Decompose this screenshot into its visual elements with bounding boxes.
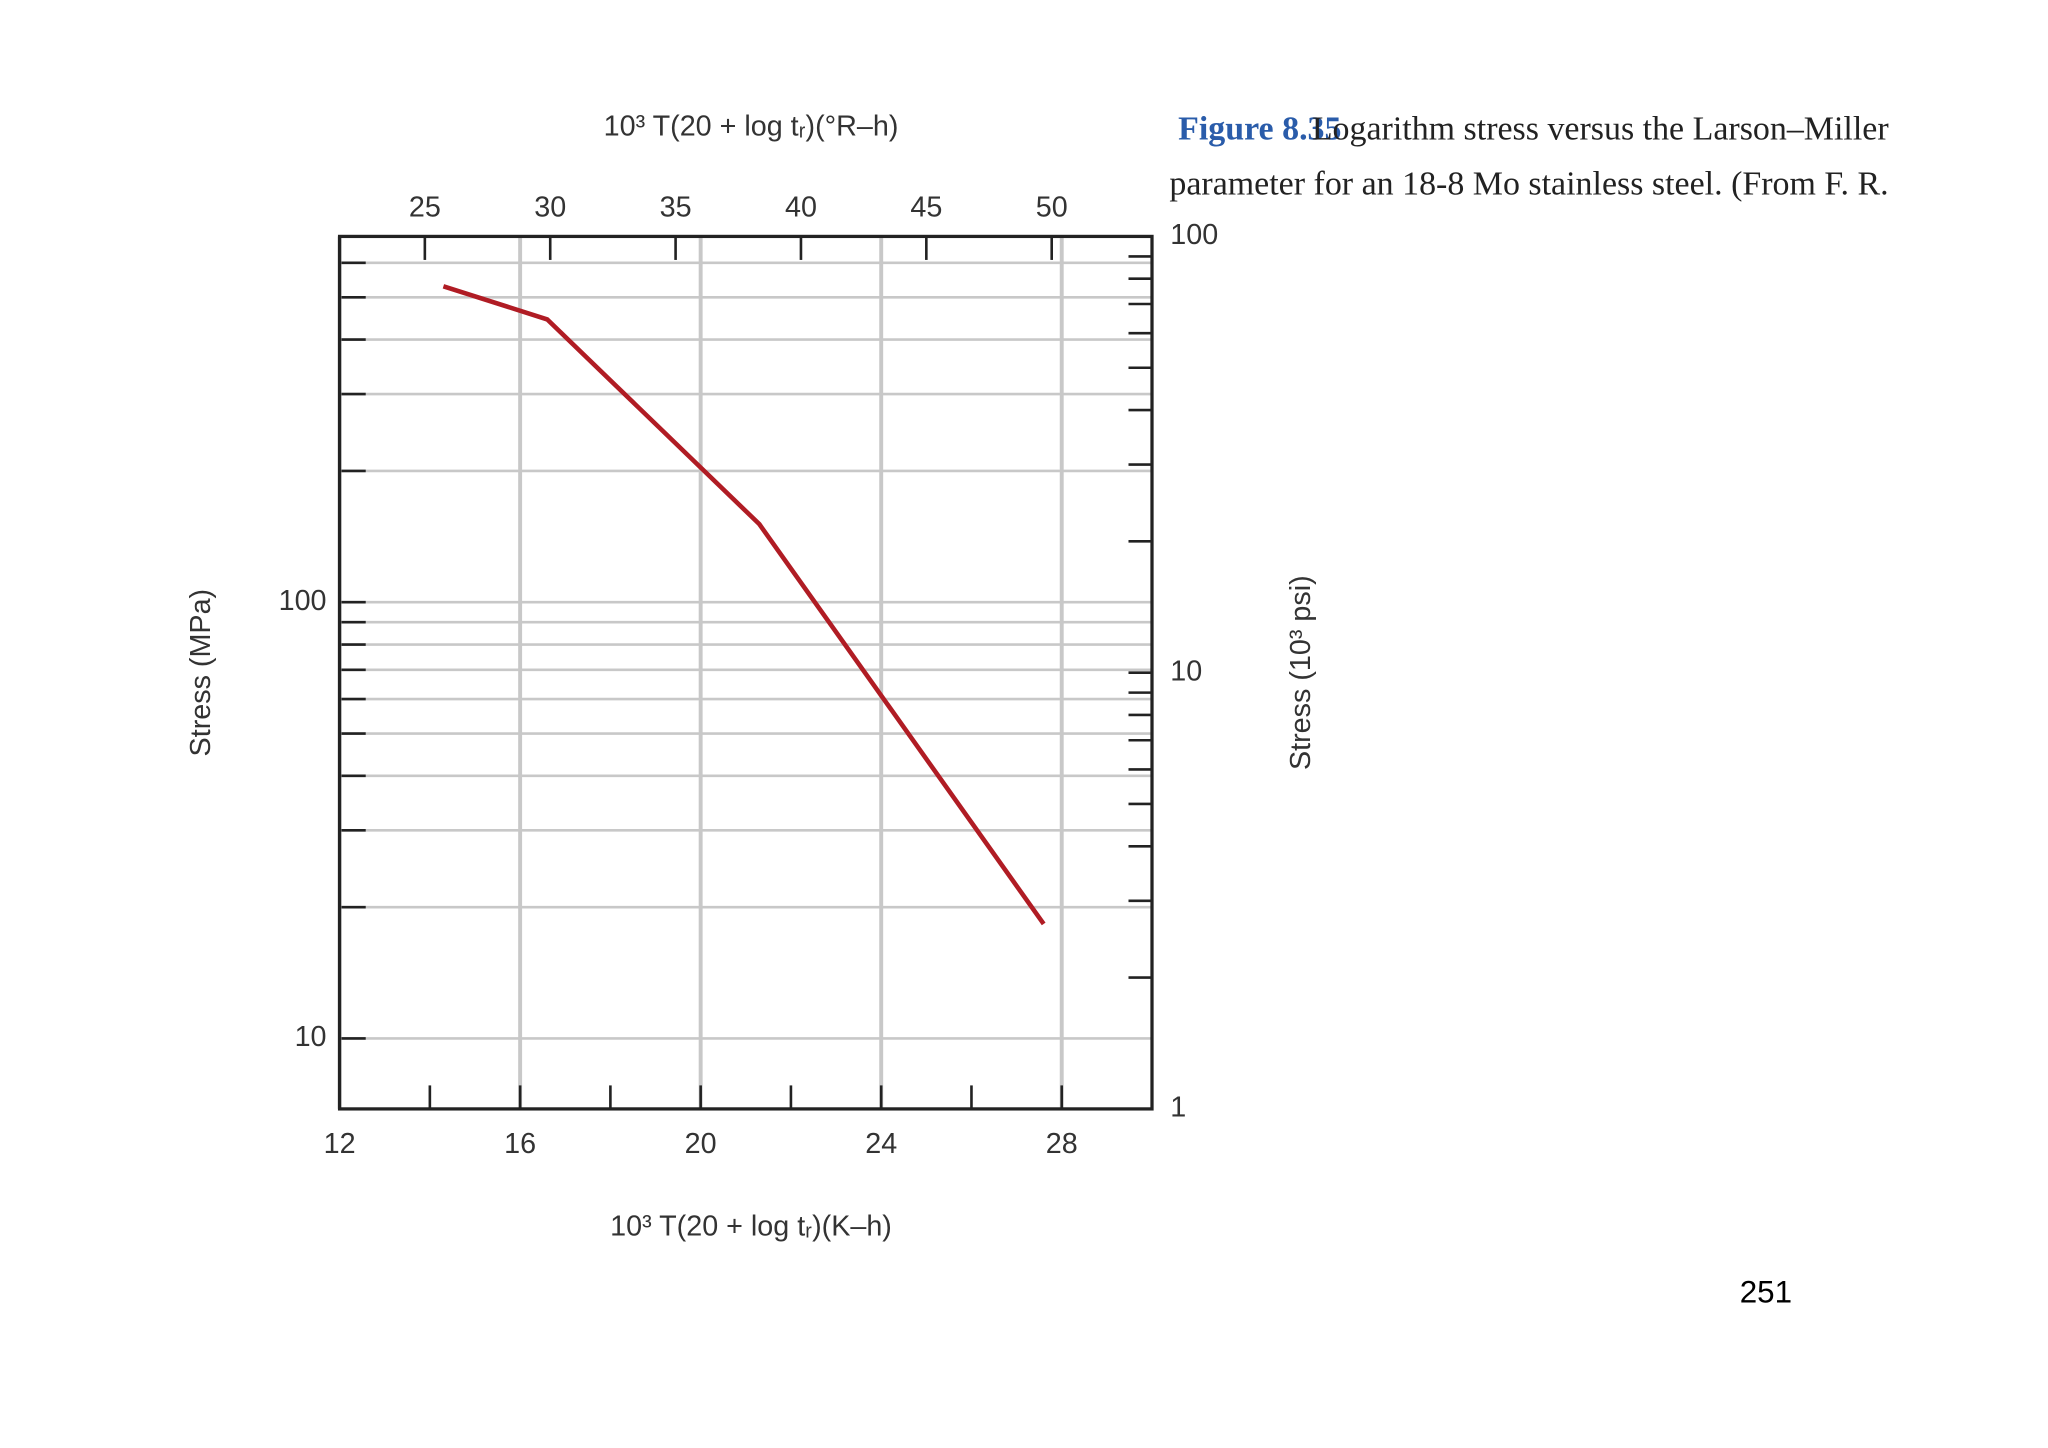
x2-tick-label: 40 xyxy=(785,192,817,224)
x2-tick-label: 30 xyxy=(534,192,566,224)
y2-tick-label: 100 xyxy=(1170,219,1218,251)
y-axis-label: Stress (MPa) xyxy=(185,589,217,757)
y-tick-label: 100 xyxy=(279,585,327,617)
page-number: 251 xyxy=(1740,1275,1792,1310)
x-axis-label: 10³ T(20 + log tᵣ)(K–h) xyxy=(610,1210,892,1242)
x-tick-label: 12 xyxy=(324,1128,356,1160)
x-tick-label: 24 xyxy=(865,1128,897,1160)
x2-axis-label: 10³ T(20 + log tᵣ)(°R–h) xyxy=(604,111,899,143)
x-tick-label: 16 xyxy=(504,1128,536,1160)
y-tick-label: 10 xyxy=(295,1021,327,1053)
x2-tick-label: 35 xyxy=(660,192,692,224)
y2-tick-label: 1 xyxy=(1170,1092,1186,1124)
caption-label: Figure 8.35 xyxy=(1178,111,1341,148)
plot-frame xyxy=(337,234,1154,1111)
x-tick-label: 28 xyxy=(1046,1128,1078,1160)
x2-tick-label: 25 xyxy=(409,192,441,224)
y2-axis-label: Stress (10³ psi) xyxy=(1285,575,1317,770)
caption-line: Logarithm stress versus the Larson–Mille… xyxy=(1312,111,1889,148)
x2-tick-label: 45 xyxy=(910,192,942,224)
x-tick-label: 20 xyxy=(685,1128,717,1160)
data-line xyxy=(442,284,1046,926)
y2-tick-label: 10 xyxy=(1170,655,1202,687)
caption-line: parameter for an 18-8 Mo stainless steel… xyxy=(1169,166,1888,203)
x2-tick-label: 50 xyxy=(1036,192,1068,224)
